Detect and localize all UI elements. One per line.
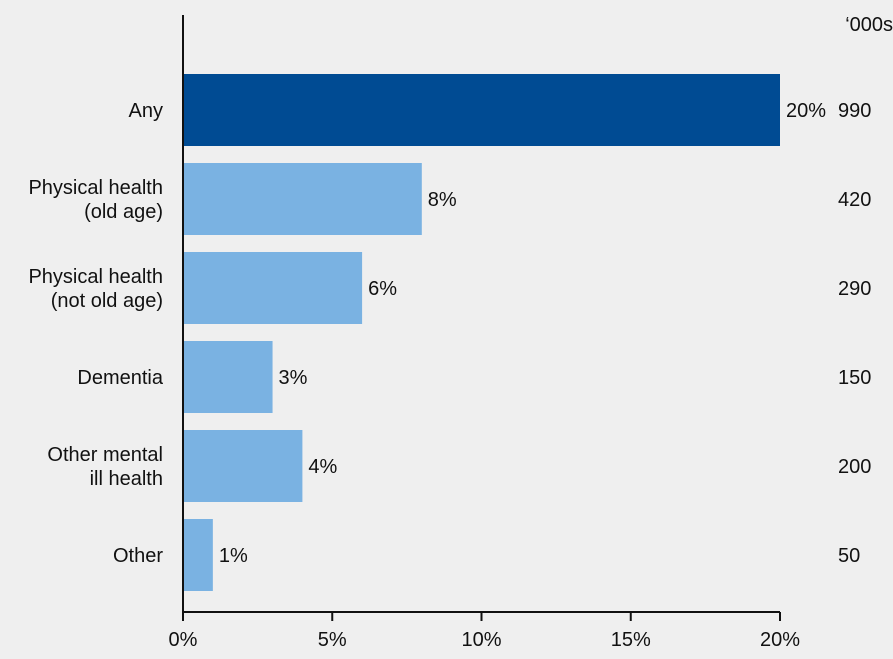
value-labels: 20% 8% 6% 3% 4% 1% bbox=[219, 100, 826, 567]
counts-unit-label: ‘000s bbox=[845, 14, 893, 36]
count-label: 50 bbox=[838, 545, 860, 567]
category-label: Any bbox=[129, 100, 163, 122]
category-label: Physical health (not old age) bbox=[28, 266, 163, 312]
value-label: 1% bbox=[219, 545, 248, 567]
bar bbox=[184, 430, 303, 502]
bar bbox=[184, 163, 422, 235]
category-label-line: (not old age) bbox=[51, 290, 163, 312]
category-label-line: Other bbox=[113, 545, 163, 567]
value-label: 6% bbox=[368, 278, 397, 300]
count-label: 150 bbox=[838, 367, 871, 389]
category-label-line: ill health bbox=[90, 468, 163, 490]
category-label-line: (old age) bbox=[84, 201, 163, 223]
category-label: Other mental ill health bbox=[47, 444, 163, 490]
value-label: 3% bbox=[279, 367, 308, 389]
x-ticks: 0% 5% 10% 15% 20% bbox=[169, 612, 800, 651]
bar bbox=[184, 252, 363, 324]
bar bbox=[184, 341, 273, 413]
count-label: 420 bbox=[838, 189, 871, 211]
x-tick-label: 20% bbox=[760, 629, 800, 651]
x-tick-label: 5% bbox=[318, 629, 347, 651]
count-label: 990 bbox=[838, 100, 871, 122]
category-label-line: Other mental bbox=[47, 444, 163, 466]
category-label: Other bbox=[113, 545, 163, 567]
count-label: 200 bbox=[838, 456, 871, 478]
value-label: 20% bbox=[786, 100, 826, 122]
bar bbox=[184, 519, 213, 591]
category-label-line: Physical health bbox=[28, 177, 163, 199]
x-tick-label: 10% bbox=[461, 629, 501, 651]
x-tick-label: 0% bbox=[169, 629, 198, 651]
category-label-line: Physical health bbox=[28, 266, 163, 288]
count-labels: 990 420 290 150 200 50 bbox=[838, 100, 871, 567]
x-tick-label: 15% bbox=[611, 629, 651, 651]
category-label-line: Dementia bbox=[77, 367, 163, 389]
category-label: Physical health (old age) bbox=[28, 177, 163, 223]
category-label: Dementia bbox=[77, 367, 163, 389]
bar bbox=[184, 74, 780, 146]
value-label: 4% bbox=[308, 456, 337, 478]
count-label: 290 bbox=[838, 278, 871, 300]
value-label: 8% bbox=[428, 189, 457, 211]
bars bbox=[184, 74, 780, 591]
category-label-line: Any bbox=[129, 100, 163, 122]
